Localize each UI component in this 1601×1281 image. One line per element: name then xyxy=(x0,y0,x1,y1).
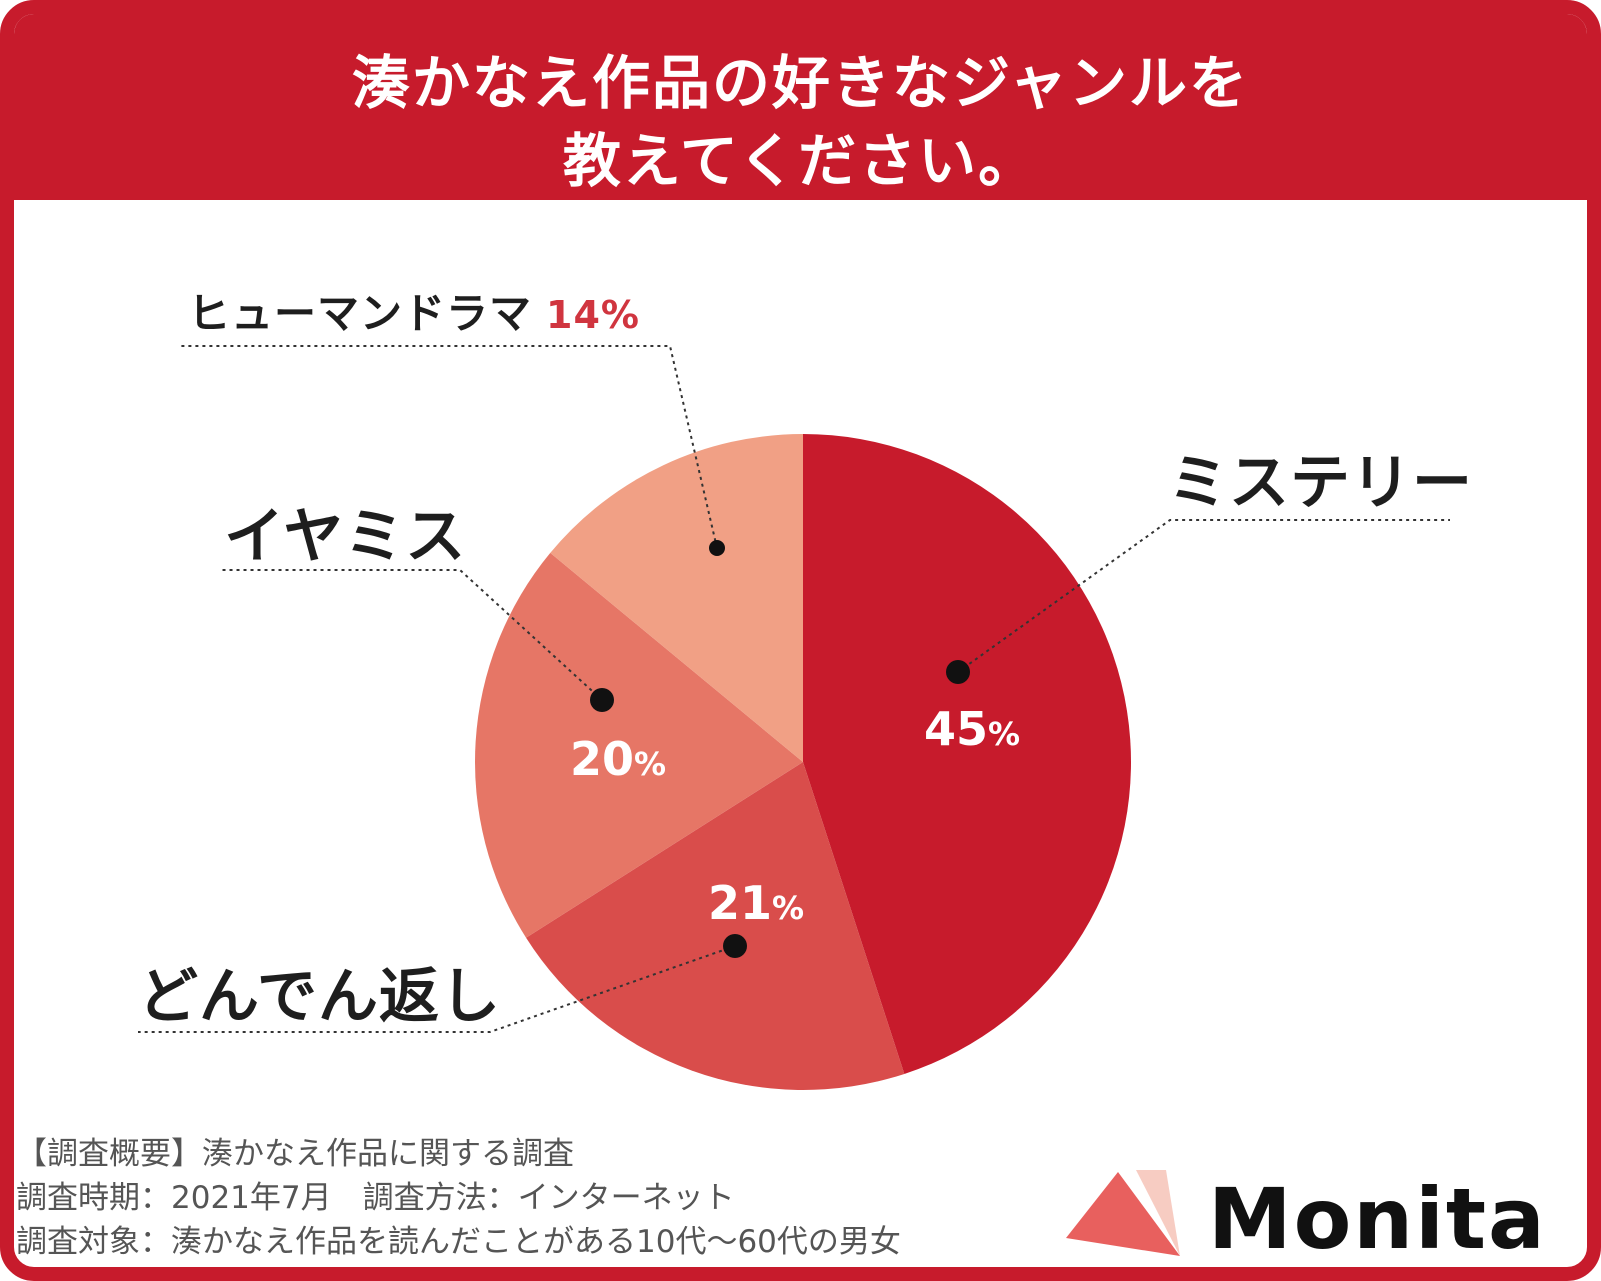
leader-line-iyamisu xyxy=(222,569,603,701)
leader-dot-human-drama xyxy=(709,540,725,556)
label-human-drama-pct: 14% xyxy=(546,293,640,337)
footnote-line-2: 調査時期：2021年7月 調査方法：インターネット xyxy=(16,1180,735,1216)
leader-dot-iyamisu xyxy=(590,688,614,712)
label-human-drama-text: ヒューマンドラマ xyxy=(188,289,533,338)
title-band: 湊かなえ作品の好きなジャンルを 教えてください。 xyxy=(14,14,1587,200)
leader-dot-mystery xyxy=(946,660,970,684)
title-line-1: 湊かなえ作品の好きなジャンルを xyxy=(351,49,1250,117)
leader-dot-donden xyxy=(723,934,747,958)
pie-slice-human-drama xyxy=(550,434,803,762)
pct-mystery: 45% xyxy=(924,702,1020,756)
triangle-logo-icon xyxy=(1066,1170,1180,1256)
label-human-drama: ヒューマンドラマ 14% xyxy=(188,280,640,341)
footnote-line-1: 【調査概要】湊かなえ作品に関する調査 xyxy=(16,1136,574,1172)
pct-iyamisu-unit: % xyxy=(634,745,667,783)
pie-slice-donden xyxy=(526,762,905,1090)
pct-donden-value: 21 xyxy=(708,876,773,930)
pct-mystery-value: 45 xyxy=(924,702,989,756)
title-line-2: 教えてください。 xyxy=(562,127,1039,195)
label-mystery: ミステリー xyxy=(1168,448,1473,518)
pie-slice-iyamisu xyxy=(474,552,803,938)
pct-mystery-unit: % xyxy=(988,715,1021,753)
label-iyamisu: イヤミス xyxy=(224,502,467,572)
pct-iyamisu: 20% xyxy=(570,732,666,786)
leader-line-donden xyxy=(138,945,736,1033)
pct-donden: 21% xyxy=(708,876,804,930)
pct-iyamisu-value: 20 xyxy=(570,732,635,786)
leader-line-mystery xyxy=(957,519,1450,673)
label-donden: どんでん返し xyxy=(138,962,501,1032)
footnote-line-3: 調査対象：湊かなえ作品を読んだことがある10代〜60代の男女 xyxy=(16,1224,901,1260)
pie-slice-mystery xyxy=(803,434,1131,1074)
pct-donden-unit: % xyxy=(772,889,805,927)
brand-logo-text: Monita xyxy=(1208,1170,1547,1268)
